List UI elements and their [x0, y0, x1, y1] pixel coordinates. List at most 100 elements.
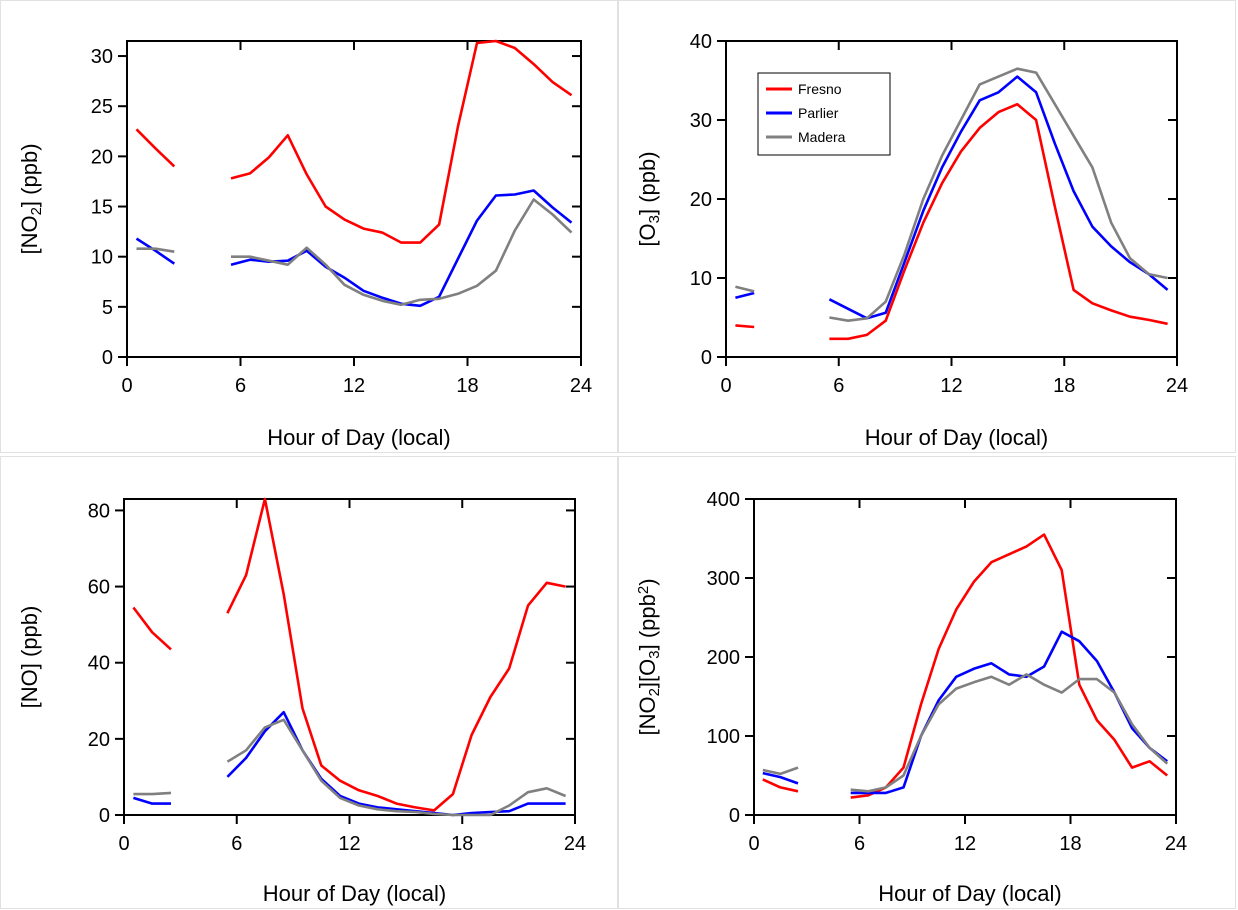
x-axis-label: Hour of Day (local)	[878, 881, 1061, 906]
series-line-fresno	[226, 497, 566, 812]
y-axis-label-part: 3	[646, 650, 663, 658]
y-tick-label: 400	[707, 489, 740, 511]
series-line-fresno	[230, 39, 573, 244]
y-axis-label: [NO2] (ppb)	[17, 143, 45, 254]
series-line-parlier	[133, 796, 171, 805]
y-tick-label: 15	[91, 197, 113, 219]
y-axis-label-part: ] (ppb)	[17, 143, 42, 207]
y-tick-label: 5	[102, 297, 113, 319]
y-axis-label-part: ] (ppb)	[635, 151, 660, 215]
series-line-parlier	[135, 237, 176, 265]
series-line-fresno	[135, 128, 176, 168]
y-tick-label: 10	[91, 247, 113, 269]
y-axis-label-part: )	[635, 578, 660, 585]
y-axis-label-part: [O	[635, 223, 660, 246]
y-tick-label: 25	[91, 96, 113, 118]
series-line-madera	[829, 67, 1168, 323]
series-line-madera	[226, 718, 567, 817]
series-line-madera	[133, 791, 172, 796]
y-axis-label-part: 2	[635, 586, 652, 594]
x-axis-label: Hour of Day (local)	[263, 881, 446, 906]
x-tick-label: 24	[570, 375, 592, 397]
x-axis-label: Hour of Day (local)	[267, 425, 450, 450]
chart-no: 0 6 12 18 24 0 20 40 60 80 Hour of Day (local) [NO]…	[17, 497, 586, 906]
x-tick-label: 12	[343, 375, 365, 397]
y-axis-label: [NO2][O3] (ppb2)	[635, 578, 663, 735]
y-tick-label: 20	[88, 729, 110, 751]
series-line-madera	[231, 198, 573, 307]
y-tick-label: 300	[707, 568, 740, 590]
x-tick-label: 0	[118, 833, 129, 855]
y-tick-label: 20	[91, 146, 113, 168]
x-tick-label: 18	[451, 833, 473, 855]
series-line-fresno	[829, 102, 1168, 341]
x-tick-label: 0	[720, 375, 731, 397]
y-tick-label: 10	[690, 268, 712, 290]
x-tick-label: 18	[1053, 375, 1075, 397]
chart-no2o3: 0 6 12 18 24 0 100 200 300 400 Hour of Day (local)…	[635, 489, 1187, 906]
series-line-parlier	[850, 630, 1168, 795]
y-axis-label-part: ] (ppb	[635, 594, 660, 650]
x-tick-label: 0	[121, 375, 132, 397]
series-line-madera	[762, 766, 799, 776]
y-tick-label: 30	[690, 110, 712, 132]
series-line-madera	[735, 285, 755, 293]
x-tick-label: 18	[1059, 833, 1081, 855]
x-tick-label: 12	[338, 833, 360, 855]
x-tick-label: 24	[1165, 833, 1187, 855]
x-tick-label: 0	[748, 833, 759, 855]
y-axis-label-part: 2	[28, 207, 45, 215]
plot-frame	[753, 498, 1177, 816]
series-line-parlier	[828, 75, 1169, 320]
series-line-fresno	[850, 533, 1169, 799]
y-axis-label-part: 3	[646, 215, 663, 223]
y-axis-label-part: [NO	[635, 696, 660, 735]
series-line-madera	[136, 247, 175, 253]
legend-label-fresno: Fresno	[798, 81, 842, 97]
y-tick-label: 0	[99, 805, 110, 827]
plot-frame	[123, 498, 576, 816]
y-tick-label: 80	[88, 500, 110, 522]
y-axis-label-part: [NO] (ppb)	[17, 606, 42, 709]
panel-no2: 0 6 12 18 24 0 5 10 15 20 25 30 Hour of Day (local) […	[0, 0, 618, 453]
legend-label-parlier: Parlier	[798, 105, 839, 121]
y-axis-label-part: [NO	[17, 215, 42, 254]
y-tick-label: 40	[690, 31, 712, 53]
y-tick-label: 0	[102, 347, 113, 369]
y-tick-label: 30	[91, 46, 113, 68]
y-tick-label: 200	[707, 647, 740, 669]
x-tick-label: 6	[235, 375, 246, 397]
series-line-madera	[850, 673, 1169, 793]
legend: Fresno Parlier Madera	[757, 72, 891, 156]
panel-no: 0 6 12 18 24 0 20 40 60 80 Hour of Day (local) [NO]…	[0, 456, 618, 909]
x-tick-label: 6	[854, 833, 865, 855]
y-tick-label: 60	[88, 577, 110, 599]
chart-o3: 0 6 12 18 24 0 10 20 30 40 Hour of Day (local) [O3]…	[635, 31, 1188, 450]
series-line-fresno	[762, 778, 799, 793]
x-axis-label: Hour of Day (local)	[865, 425, 1048, 450]
legend-label-madera: Madera	[798, 129, 846, 145]
series-line-fresno	[735, 324, 755, 329]
x-tick-label: 6	[231, 833, 242, 855]
x-tick-label: 12	[954, 833, 976, 855]
series-line-parlier	[735, 291, 755, 300]
y-axis-label: [NO] (ppb)	[17, 606, 42, 709]
y-tick-label: 0	[701, 347, 712, 369]
x-tick-label: 6	[833, 375, 844, 397]
x-tick-label: 18	[456, 375, 478, 397]
series-line-fresno	[132, 606, 172, 651]
series-line-parlier	[226, 710, 566, 817]
plot-frame	[126, 40, 582, 358]
y-tick-label: 0	[729, 805, 740, 827]
chart-no2: 0 6 12 18 24 0 5 10 15 20 25 30 Hour of Day (local) […	[17, 39, 592, 450]
series-line-parlier	[230, 189, 573, 308]
panel-no2o3: 0 6 12 18 24 0 100 200 300 400 Hour of Day (local)…	[618, 456, 1236, 909]
y-tick-label: 20	[690, 189, 712, 211]
y-tick-label: 100	[707, 726, 740, 748]
x-tick-label: 12	[940, 375, 962, 397]
x-tick-label: 24	[564, 833, 586, 855]
x-tick-label: 24	[1166, 375, 1188, 397]
y-axis-label-part: 2	[646, 688, 663, 696]
panel-o3: 0 6 12 18 24 0 10 20 30 40 Hour of Day (local) [O3]…	[618, 0, 1236, 453]
y-axis-label: [O3] (ppb)	[635, 151, 663, 246]
